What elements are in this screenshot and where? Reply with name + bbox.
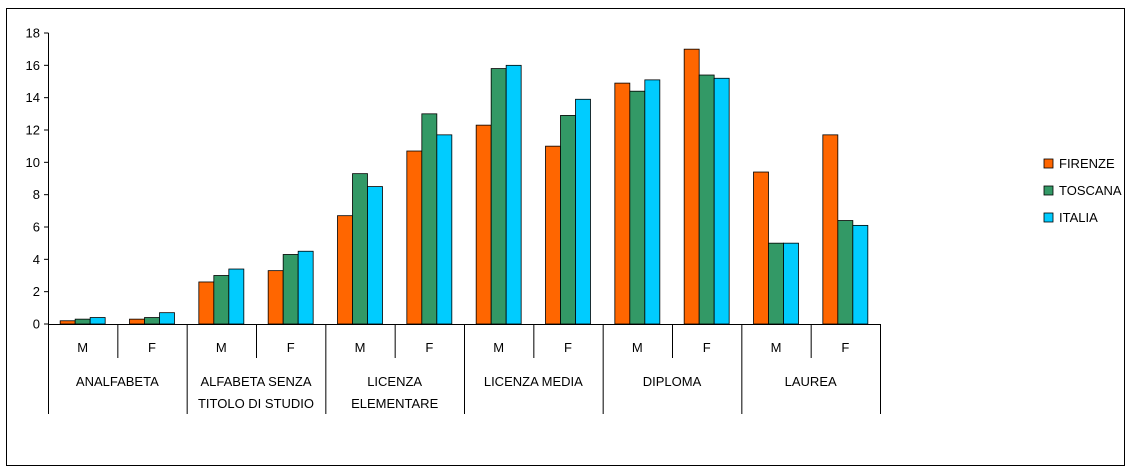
axes-layer: 0 2 4 6 8 10 12 14 16 18 M F M F M F M F M F M F ANALFABETA ALF… [26,26,881,414]
legend-swatch-firenze [1043,158,1054,169]
y-tick-label: 4 [33,252,40,267]
legend-swatch-italia [1043,212,1054,223]
bar-toscana-2 [213,275,230,325]
legend-swatch-toscana [1043,185,1054,196]
y-tick-label: 8 [33,187,40,202]
x-subcategory-label: F [287,340,295,355]
x-group-label: ELEMENTARE [351,396,438,411]
x-subcategory-label: M [355,340,366,355]
bar-toscana-0 [74,318,91,325]
x-group-label: LICENZA MEDIA [484,374,583,389]
x-subcategory-label: M [77,340,88,355]
x-group-label: DIPLOMA [643,374,702,389]
y-tick-label: 14 [26,90,40,105]
bar-italia-10 [783,242,799,325]
y-tick-label: 0 [33,317,40,332]
bar-italia-4 [367,186,383,325]
bar-italia-6 [505,64,522,325]
x-subcategory-label: F [841,340,849,355]
x-subcategory-label: M [632,340,643,355]
x-subcategory-label: F [425,340,433,355]
legend: FIRENZE TOSCANA ITALIA [1043,156,1122,225]
x-subcategory-label: M [216,340,227,355]
bar-italia-8 [644,79,661,325]
bars-layer [59,48,869,325]
x-group-label: ALFABETA SENZA [200,374,311,389]
bar-italia-7 [575,98,591,325]
y-tick-label: 2 [33,284,40,299]
bar-firenze-8 [614,82,631,325]
bar-firenze-6 [475,124,492,325]
bar-firenze-4 [337,215,353,325]
bar-toscana-3 [282,254,299,325]
bar-firenze-9 [683,48,700,325]
bar-italia-11 [852,224,869,325]
bar-firenze-10 [753,171,769,325]
bar-firenze-7 [545,145,561,325]
bar-italia-9 [713,77,730,325]
bar-toscana-4 [352,173,368,325]
bar-italia-1 [159,312,175,325]
y-tick-label: 18 [26,26,40,41]
bar-toscana-6 [490,68,507,325]
bar-toscana-8 [629,90,646,325]
bar-italia-3 [297,250,314,325]
bar-toscana-1 [144,317,160,325]
bar-firenze-2 [198,281,215,325]
bar-italia-5 [436,134,453,325]
bar-firenze-5 [406,150,423,325]
bar-italia-0 [89,317,106,325]
y-tick-label: 6 [33,220,40,235]
x-group-label: ANALFABETA [76,374,159,389]
legend-label-firenze: FIRENZE [1059,156,1115,171]
x-subcategory-label: F [148,340,156,355]
legend-label-toscana: TOSCANA [1059,183,1122,198]
y-tick-label: 10 [26,155,40,170]
bar-firenze-1 [129,318,145,325]
x-subcategory-label: M [771,340,782,355]
x-subcategory-label: F [703,340,711,355]
bar-firenze-0 [59,320,76,325]
x-subcategory-label: M [493,340,504,355]
y-tick-label: 16 [26,58,40,73]
x-group-label: LAUREA [785,374,837,389]
legend-label-italia: ITALIA [1059,210,1098,225]
x-group-label: TITOLO DI STUDIO [198,396,314,411]
bar-toscana-5 [421,113,438,325]
bar-firenze-11 [822,134,839,325]
x-subcategory-label: F [564,340,572,355]
bar-toscana-9 [698,74,715,325]
bar-toscana-7 [560,115,576,325]
bar-toscana-11 [837,220,854,325]
x-group-label: LICENZA [367,374,422,389]
y-tick-label: 12 [26,123,40,138]
bar-firenze-3 [267,270,284,325]
bar-italia-2 [228,268,245,325]
bar-toscana-10 [768,242,784,325]
